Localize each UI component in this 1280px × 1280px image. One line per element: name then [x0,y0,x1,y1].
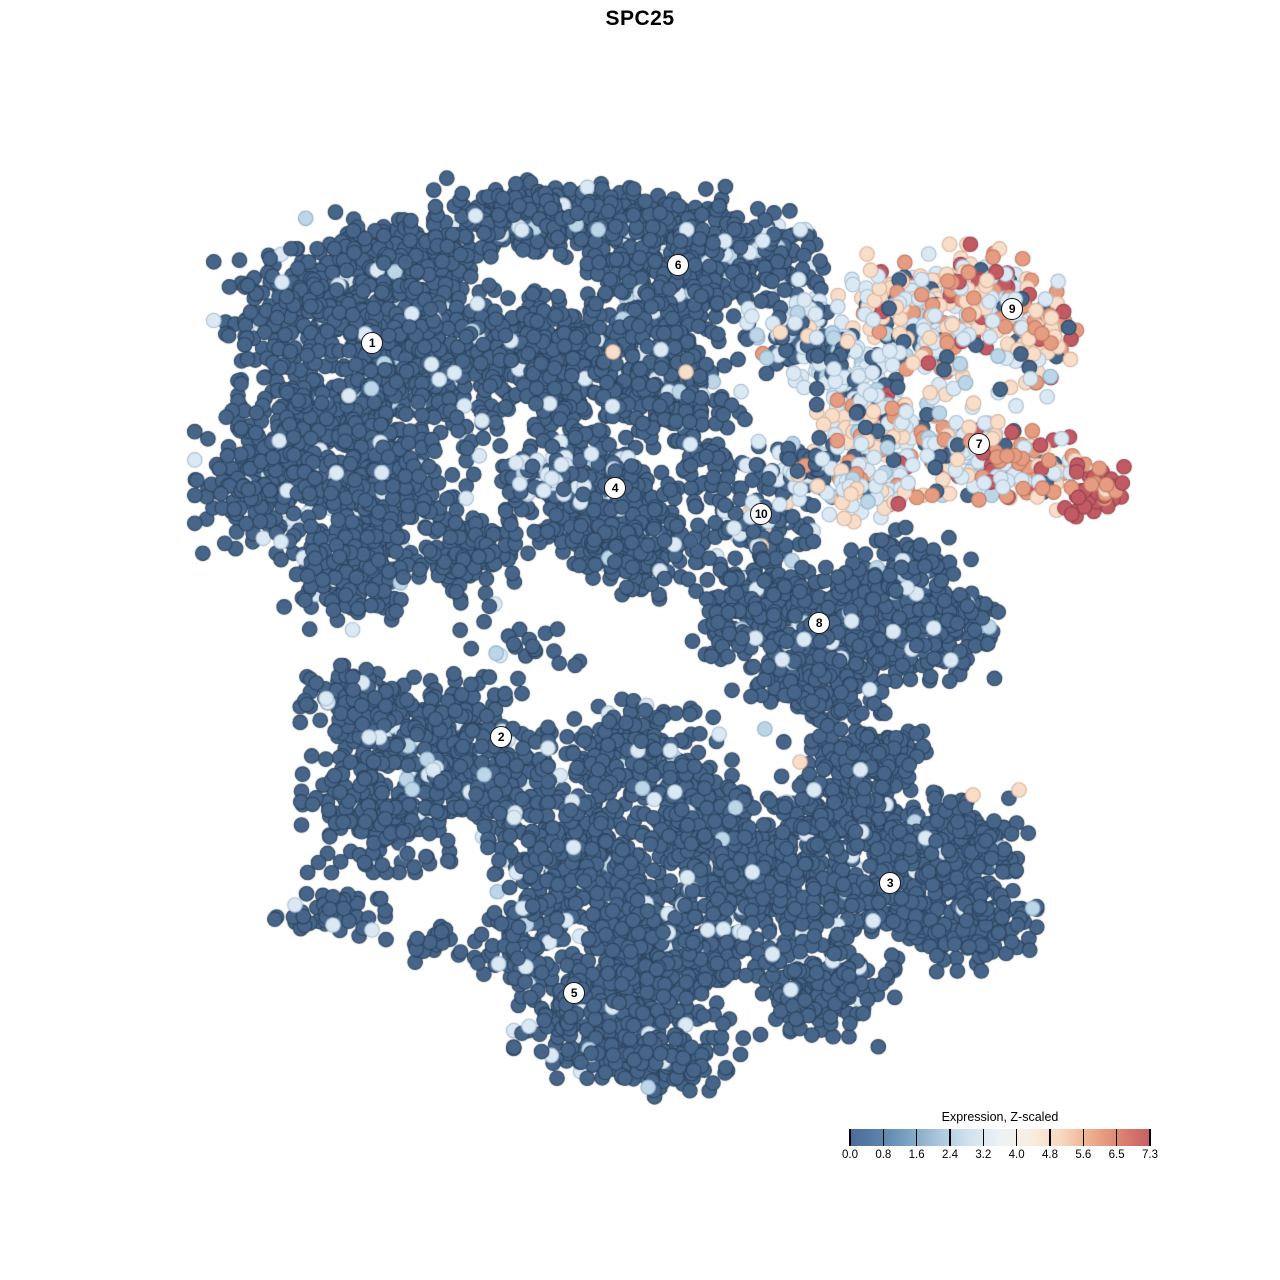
legend-tick-labels: 0.0 0.8 1.6 2.4 3.2 4.0 4.8 5.6 6.5 7.3 [842,1149,1158,1164]
legend-tick [915,1129,918,1146]
cluster-label-4: 4 [604,477,626,499]
cluster-label-6: 6 [667,254,689,276]
legend-tick [849,1129,851,1146]
legend-tick [1115,1129,1118,1146]
cluster-label-7: 7 [968,433,990,455]
legend-tick-label: 5.6 [1075,1149,1092,1161]
legend-tick [982,1129,985,1146]
legend-tick-label: 0.0 [842,1149,858,1161]
legend-gradient-bar [849,1129,1151,1146]
cluster-label-9: 9 [1001,298,1023,320]
cluster-label-2: 2 [490,726,512,748]
expression-legend: Expression, Z-scaled 0.0 0.8 1.6 2.4 3.2 4.0 4… [842,1110,1158,1164]
cluster-label-5: 5 [563,982,585,1004]
legend-tick-label: 7.3 [1142,1149,1158,1161]
cluster-label-10: 10 [750,503,772,525]
legend-tick [882,1129,885,1146]
legend-tick-label: 1.6 [908,1149,925,1161]
legend-tick [1049,1129,1051,1146]
legend-tick-label: 6.5 [1108,1149,1125,1161]
legend-tick [1149,1129,1151,1146]
legend-tick-label: 4.0 [1008,1149,1025,1161]
plot-title: SPC25 [605,7,675,30]
cluster-label-8: 8 [808,612,830,634]
legend-tick [1082,1129,1085,1146]
legend-tick-label: 0.8 [875,1149,892,1161]
legend-tick-label: 3.2 [975,1149,992,1161]
legend-tick [1015,1129,1018,1146]
legend-tick [949,1129,951,1146]
legend-tick-label: 2.4 [942,1149,958,1161]
cluster-label-1: 1 [361,332,383,354]
cluster-label-3: 3 [879,872,901,894]
legend-title: Expression, Z-scaled [941,1110,1059,1124]
legend-tick-label: 4.8 [1042,1149,1058,1161]
